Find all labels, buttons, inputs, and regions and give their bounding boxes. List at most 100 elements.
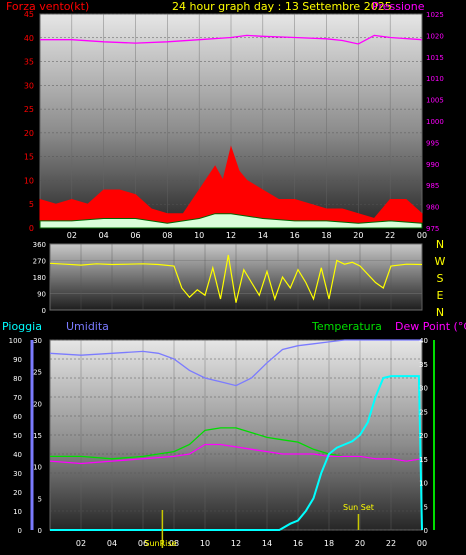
temperature-axis-title: Temperatura (311, 320, 382, 333)
wind-panel-series (39, 34, 423, 229)
chart-title: 24 hour graph day : 13 Settembre 2025 (172, 0, 392, 13)
pressure-tick-label: 1000 (426, 118, 444, 126)
pressure-tick-label: 1020 (426, 32, 444, 40)
temp-time-tick-label: 04 (107, 539, 117, 548)
sunrise-label: SunRise (144, 539, 176, 548)
direction-tick-label: 0 (42, 307, 46, 315)
dewpoint-axis-title: Dew Point (°C) (395, 320, 466, 333)
humidity-tick-label: 0 (18, 527, 22, 535)
temp-time-tick-label: 18 (324, 539, 334, 548)
compass-label-w: W (435, 255, 446, 268)
direction-tick-label: 360 (33, 241, 46, 249)
compass-label-n: N (436, 238, 444, 251)
time-tick-label: 04 (99, 231, 109, 240)
humidity-axis-title: Umidita (66, 320, 109, 333)
compass-label-s: S (437, 272, 444, 285)
compass-label-e: E (437, 289, 444, 302)
pressure-tick-label: 985 (426, 182, 439, 190)
umidita-line (49, 339, 422, 387)
temperature-tick-label: 30 (419, 385, 428, 393)
pioggia-line (50, 375, 423, 531)
wind-average-area (39, 213, 423, 229)
pressure-tick-label: 990 (426, 161, 439, 169)
humidity-tick-label: 30 (13, 470, 22, 478)
wind-axis-title: Forza vento (6, 0, 71, 13)
pressure-tick-label: 975 (426, 225, 439, 233)
pressure-tick-label: 1015 (426, 54, 444, 62)
rain-axis-title: Pioggia (2, 320, 42, 333)
wind-direction-grid (50, 243, 423, 311)
pressure-line (40, 34, 423, 45)
wind-tick-label: 10 (24, 176, 34, 185)
temperature-tick-label: 10 (419, 480, 428, 488)
sun-markers: SunRise Sun Set (144, 503, 374, 548)
humidity-tick-label: 100 (9, 337, 22, 345)
temp-time-tick-label: 02 (76, 539, 86, 548)
temp-panel-time-ticks: 02 04 06 08 10 12 14 16 18 20 22 00 (76, 539, 427, 548)
humidity-tick-label: 20 (13, 489, 22, 497)
wind-tick-label: 45 (24, 10, 34, 19)
temperature-tick-label: 25 (419, 408, 428, 416)
rain-axis-ticks: 0 5 10 15 20 25 30 (33, 337, 42, 535)
rain-tick-label: 10 (33, 464, 42, 472)
humidity-tick-label: 40 (13, 451, 22, 459)
pressure-tick-label: 980 (426, 204, 439, 212)
time-tick-label: 00 (417, 231, 427, 240)
wind-tick-label: 0 (29, 224, 34, 233)
pressure-axis-title: Pressione (372, 0, 425, 13)
humidity-axis-ticks: 0 10 20 30 40 50 60 70 80 90 100 (9, 337, 22, 535)
temp-time-tick-label: 16 (293, 539, 303, 548)
time-tick-label: 22 (385, 231, 395, 240)
temperature-tick-label: 20 (419, 432, 428, 440)
humidity-tick-label: 50 (13, 432, 22, 440)
time-tick-label: 16 (290, 231, 300, 240)
wind-axis-ticks: 0 5 10 15 20 25 30 35 40 45 (24, 10, 34, 233)
wind-direction-series (49, 254, 423, 303)
wind-panel-time-ticks: 02 04 06 08 10 12 14 16 18 20 22 00 (67, 231, 427, 240)
wind-direction-line (49, 254, 423, 303)
sunset-label: Sun Set (343, 503, 374, 512)
wind-direction-axis-ticks: 0 90 180 270 360 (33, 241, 46, 315)
dew-point-line (49, 443, 423, 465)
rain-tick-label: 25 (33, 369, 42, 377)
direction-tick-label: 270 (33, 258, 46, 266)
time-tick-label: 08 (162, 231, 172, 240)
temperature-tick-label: 5 (424, 503, 428, 511)
wind-tick-label: 25 (24, 105, 34, 114)
pressure-tick-label: 995 (426, 139, 439, 147)
rain-tick-label: 30 (33, 337, 42, 345)
temperature-tick-label: 0 (424, 527, 428, 535)
temperature-axis-ticks: 0 5 10 15 20 25 30 35 40 (419, 337, 428, 535)
compass-label-n: N (436, 306, 444, 319)
temp-time-tick-label: 10 (200, 539, 210, 548)
wind-gust-area (39, 145, 423, 229)
time-tick-label: 18 (321, 231, 331, 240)
time-tick-label: 10 (194, 231, 204, 240)
wind-tick-label: 30 (24, 81, 34, 90)
direction-tick-label: 90 (37, 291, 46, 299)
humidity-tick-label: 10 (13, 508, 22, 516)
rain-tick-label: 0 (38, 527, 42, 535)
time-tick-label: 14 (258, 231, 268, 240)
wind-tick-label: 40 (24, 34, 34, 43)
temp-panel-series (49, 339, 423, 531)
temp-time-tick-label: 12 (231, 539, 241, 548)
rain-tick-label: 20 (33, 400, 42, 408)
temp-time-tick-label: 08 (169, 539, 179, 548)
humidity-tick-label: 90 (13, 356, 22, 364)
temp-time-tick-label: 00 (417, 539, 427, 548)
wind-unit-label: (kt) (70, 0, 89, 13)
time-tick-label: 02 (67, 231, 77, 240)
temperature-tick-label: 35 (419, 361, 428, 369)
humidity-tick-label: 60 (13, 413, 22, 421)
pressure-tick-label: 1025 (426, 11, 444, 19)
wind-tick-label: 35 (24, 58, 34, 67)
temp-time-tick-label: 14 (262, 539, 272, 548)
time-tick-label: 12 (226, 231, 236, 240)
temp-time-tick-label: 06 (138, 539, 148, 548)
pressure-tick-label: 1010 (426, 75, 444, 83)
rain-tick-label: 15 (33, 432, 42, 440)
